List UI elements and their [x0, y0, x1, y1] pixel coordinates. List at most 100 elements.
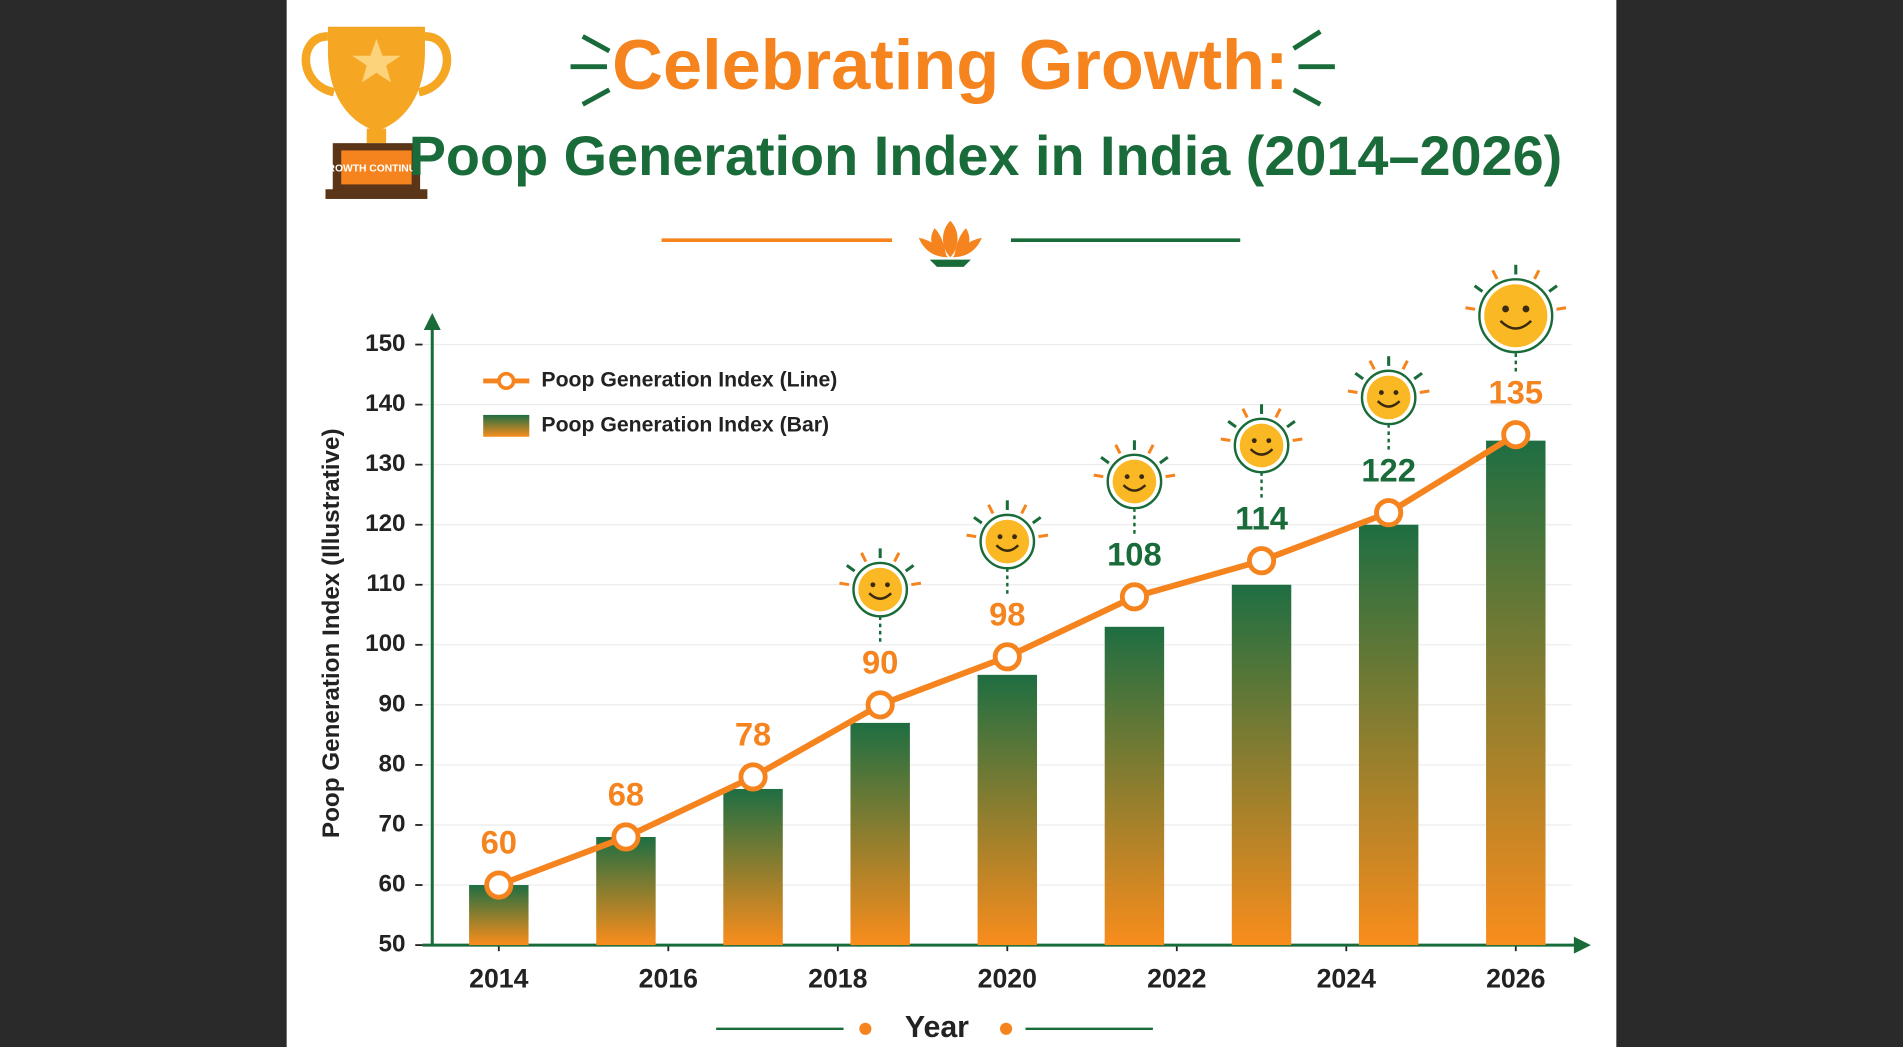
sun-ray [1491, 269, 1499, 280]
sun-ray [1114, 444, 1122, 455]
y-tick-label: 120 [365, 510, 405, 537]
x-tick-label: 2018 [808, 963, 868, 993]
line-point [992, 642, 1022, 672]
smiley-mouth [1499, 319, 1532, 330]
line-point [1246, 546, 1277, 576]
sun-ray [1038, 533, 1049, 539]
smiley [1484, 284, 1548, 348]
sun-ray [1100, 456, 1110, 465]
value-label: 90 [862, 643, 898, 680]
sun-ray [966, 533, 977, 539]
line-point [1501, 420, 1531, 450]
sun-ray [1465, 306, 1476, 311]
sun-ray [987, 504, 995, 515]
smiley-eye [885, 582, 890, 588]
sun-ray [1413, 371, 1423, 381]
smiley-eye [870, 582, 876, 588]
legend-swatch [483, 414, 530, 437]
sun-ray [1159, 456, 1169, 465]
smiley-eye [1266, 438, 1272, 444]
badge: GROWTH CONTINUES! [320, 163, 434, 174]
sun-ray [1220, 437, 1231, 443]
y-tick-label: 90 [379, 690, 406, 717]
sun-ray [1147, 444, 1155, 455]
sun-ray [1347, 389, 1358, 395]
smiley-eye [997, 534, 1003, 540]
line-point [1374, 498, 1404, 528]
smiley-mouth [868, 592, 892, 600]
x-tick-label: 2024 [1317, 963, 1377, 993]
bar [1104, 626, 1165, 946]
sun-ray [1354, 371, 1365, 381]
title-decoration [570, 29, 1335, 267]
x-axis-label: Year [905, 1011, 969, 1044]
sun-ray [1227, 420, 1237, 429]
x-tick-label: 2016 [639, 963, 698, 993]
sun-ray [845, 564, 856, 573]
value-label: 98 [989, 595, 1025, 632]
bar [723, 788, 783, 946]
value-label: 114 [1235, 499, 1289, 536]
smiley-eye [1012, 534, 1018, 540]
smiley-mouth [1122, 484, 1147, 492]
x-tick-label: 2020 [978, 963, 1037, 993]
y-axis-label: Poop Generation Index (Illustrative) [318, 428, 345, 838]
value-label: 135 [1488, 373, 1543, 410]
legend-label: Poop Generation Index (Line) [541, 369, 837, 392]
line-point [611, 822, 641, 852]
smiley [1366, 375, 1411, 420]
bar [1231, 584, 1292, 946]
smiley-mouth [995, 544, 1020, 552]
value-label: 68 [608, 776, 644, 813]
sun-ray [1165, 473, 1176, 479]
legend-label: Poop Generation Index (Bar) [541, 413, 829, 436]
bar [977, 674, 1038, 946]
smiley-mouth [1249, 448, 1274, 456]
sun-ray [1401, 360, 1409, 371]
smiley-eye [1522, 305, 1530, 313]
line-point [738, 762, 768, 792]
bar [1486, 440, 1546, 946]
smiley [1239, 423, 1284, 468]
chart-title: Celebrating Growth: [612, 25, 1288, 104]
y-tick-label: 80 [379, 750, 406, 777]
y-tick-label: 110 [366, 570, 405, 597]
sun-ray [1368, 360, 1376, 371]
line-point [484, 870, 514, 900]
line-point [1119, 582, 1149, 612]
smiley-eye [1251, 438, 1257, 444]
sun-ray [1548, 284, 1558, 293]
value-label: 60 [481, 824, 517, 861]
x-tick-label: 2026 [1486, 963, 1545, 993]
bar [596, 836, 656, 946]
sun-ray [1093, 473, 1104, 479]
sun-ray [1274, 408, 1282, 419]
smiley-eye [1124, 474, 1130, 480]
sun-ray [1473, 284, 1484, 293]
value-label: 78 [735, 716, 771, 753]
sun-ray [839, 581, 850, 587]
y-tick-label: 50 [379, 930, 406, 957]
sun-ray [1286, 420, 1296, 429]
trophy [301, 26, 452, 199]
smiley-eye [1139, 474, 1145, 480]
line-point [865, 690, 895, 720]
sun-ray [1292, 437, 1303, 443]
y-tick-label: 140 [365, 390, 405, 417]
legend-marker [497, 371, 516, 391]
y-tick-label: 70 [379, 810, 406, 837]
sun-ray [1241, 408, 1249, 419]
smiley-eye [1393, 390, 1399, 396]
sun-ray [904, 564, 915, 573]
sun-ray [1556, 306, 1567, 311]
bar [1358, 524, 1419, 946]
sun-ray [1419, 389, 1430, 395]
sun-ray [893, 552, 901, 563]
x-axis-arrow [1573, 936, 1591, 954]
sun-ray [1533, 269, 1541, 280]
value-label: 108 [1107, 535, 1162, 572]
y-tick-label: 130 [365, 450, 405, 477]
smiley-eye [1378, 390, 1384, 396]
